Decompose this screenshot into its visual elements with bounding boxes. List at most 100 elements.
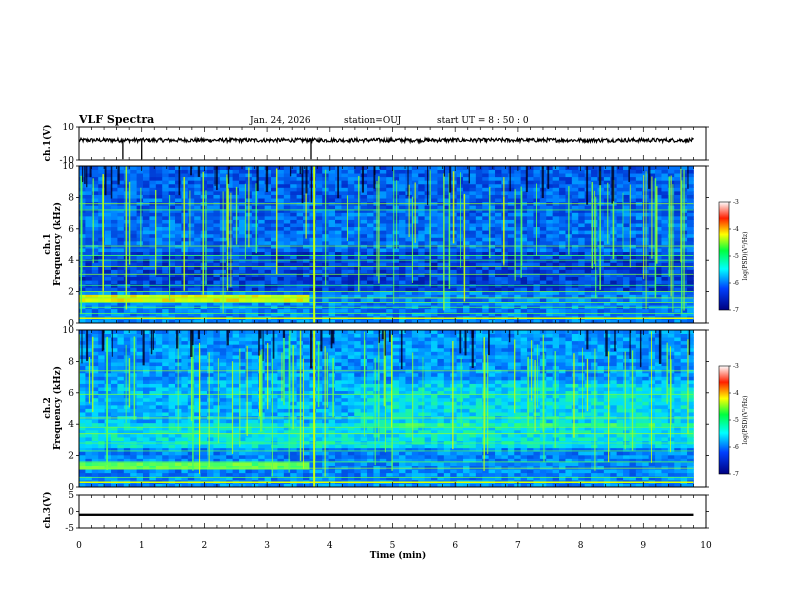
spectrogram-cell bbox=[546, 319, 554, 323]
spectrogram-cell bbox=[162, 472, 170, 477]
spectrogram-cell bbox=[443, 312, 451, 317]
spectrogram-cell bbox=[392, 219, 400, 224]
spectrogram-cell bbox=[629, 215, 637, 220]
spectrogram-cell bbox=[495, 215, 502, 220]
spectrogram-cell bbox=[629, 294, 637, 299]
spectrogram-cell bbox=[309, 483, 317, 487]
spectrogram-cell bbox=[213, 205, 221, 210]
spectrogram-cell bbox=[437, 273, 445, 278]
spectrogram-cell bbox=[315, 262, 323, 267]
spectrogram-cell bbox=[418, 276, 426, 281]
spectrogram-cell bbox=[290, 280, 298, 285]
spectrogram-cell bbox=[469, 205, 477, 210]
spectrogram-cell bbox=[405, 312, 413, 317]
spectrogram-cell bbox=[379, 472, 387, 477]
spectrogram-cell bbox=[123, 262, 131, 267]
spectrogram-cell bbox=[559, 223, 566, 228]
spectrogram-cell bbox=[347, 276, 355, 281]
spectrogram-cell bbox=[226, 248, 234, 253]
spectrogram-cell bbox=[648, 258, 656, 263]
spectrogram-cell bbox=[162, 312, 170, 317]
spectrogram-cell bbox=[559, 176, 566, 181]
spectrogram-cell bbox=[623, 223, 630, 228]
spectrogram-cell bbox=[405, 237, 413, 242]
spectrogram-cell bbox=[559, 212, 566, 217]
spectrogram-cell bbox=[584, 262, 592, 267]
spectrogram-cell bbox=[328, 237, 336, 242]
spectrogram-cell bbox=[456, 240, 464, 245]
spectrogram-cell bbox=[232, 265, 240, 270]
spectrogram-cell bbox=[296, 269, 304, 274]
spectrogram-cell bbox=[629, 276, 637, 281]
spectrogram-cell bbox=[354, 183, 362, 188]
spectrogram-cell bbox=[373, 294, 381, 299]
spectrogram-cell bbox=[514, 472, 522, 477]
spectrogram-cell bbox=[424, 265, 432, 270]
spectrogram-cell bbox=[533, 287, 541, 292]
spectrogram-cell bbox=[687, 312, 694, 317]
spectrogram-cell bbox=[341, 194, 349, 199]
spectrogram-cell bbox=[354, 248, 362, 253]
spectrogram-cell bbox=[399, 298, 406, 302]
spectrogram-cell bbox=[405, 169, 413, 174]
spectrogram-cell bbox=[187, 273, 195, 278]
spectrogram-cell bbox=[469, 276, 477, 281]
spectrogram-cell bbox=[219, 312, 227, 317]
spectrogram-cell bbox=[405, 273, 413, 278]
spectrogram-cell bbox=[450, 308, 458, 313]
spectrogram-cell bbox=[239, 248, 246, 253]
spectrogram-cell bbox=[552, 319, 560, 323]
spectrogram-cell bbox=[258, 215, 266, 220]
spectrogram-cell bbox=[98, 312, 105, 317]
spectrogram-cell bbox=[175, 180, 182, 185]
spectrogram-cell bbox=[456, 265, 464, 270]
spectrogram-cell bbox=[155, 255, 163, 260]
spectrogram-cell bbox=[373, 276, 381, 281]
spectrogram-cell bbox=[687, 298, 694, 302]
spectrogram-cell bbox=[130, 251, 138, 256]
spectrogram-cell bbox=[194, 219, 202, 224]
spectrogram-cell bbox=[341, 237, 349, 242]
spectrogram-cell bbox=[239, 276, 246, 281]
spectrogram-cell bbox=[565, 273, 573, 278]
spectrogram-cell bbox=[648, 169, 656, 174]
spectrogram-cell bbox=[418, 248, 426, 253]
spectrogram-cell bbox=[168, 240, 176, 245]
spectrogram-cell bbox=[475, 219, 483, 224]
spectrogram-cell bbox=[367, 198, 374, 203]
spectrogram-cell bbox=[111, 223, 118, 228]
spectrogram-cell bbox=[200, 166, 208, 170]
spectrogram-cell bbox=[328, 194, 336, 199]
spectrogram-cell bbox=[271, 290, 278, 295]
spectrogram-cell bbox=[85, 180, 93, 185]
spectrogram-cell bbox=[642, 215, 650, 220]
spectrogram-cell bbox=[360, 237, 368, 242]
spectrogram-cell bbox=[271, 198, 278, 203]
spectrogram-cell bbox=[610, 265, 618, 270]
spectrogram-cell bbox=[552, 237, 560, 242]
spectrogram-cell bbox=[635, 166, 643, 170]
spectrogram-cell bbox=[104, 215, 112, 220]
spectrogram-cell bbox=[437, 183, 445, 188]
spectrogram-cell bbox=[469, 319, 477, 323]
spectrogram-cell bbox=[213, 223, 221, 228]
spectrogram-cell bbox=[411, 319, 419, 323]
spectrogram-cell bbox=[674, 208, 682, 213]
spectrogram-cell bbox=[456, 287, 464, 292]
spectrogram-cell bbox=[219, 319, 227, 323]
spectrogram-cell bbox=[680, 483, 688, 487]
spectrogram-cell bbox=[354, 198, 362, 203]
spectrogram-cell bbox=[655, 169, 662, 174]
spectrogram-cell bbox=[584, 226, 592, 231]
spectrogram-cell bbox=[194, 269, 202, 274]
spectrogram-cell bbox=[379, 301, 387, 306]
spectrogram-cell bbox=[437, 180, 445, 185]
spectrogram-cell bbox=[501, 483, 509, 487]
spectrogram-cell bbox=[578, 169, 586, 174]
spectrogram-cell bbox=[674, 176, 682, 181]
spectrogram-cell bbox=[495, 169, 502, 174]
spectrogram-cell bbox=[431, 230, 438, 235]
spectrogram-cell bbox=[271, 251, 278, 256]
p2-axes-ytick-label: 10 bbox=[63, 162, 75, 172]
spectrogram-cell bbox=[386, 265, 394, 270]
